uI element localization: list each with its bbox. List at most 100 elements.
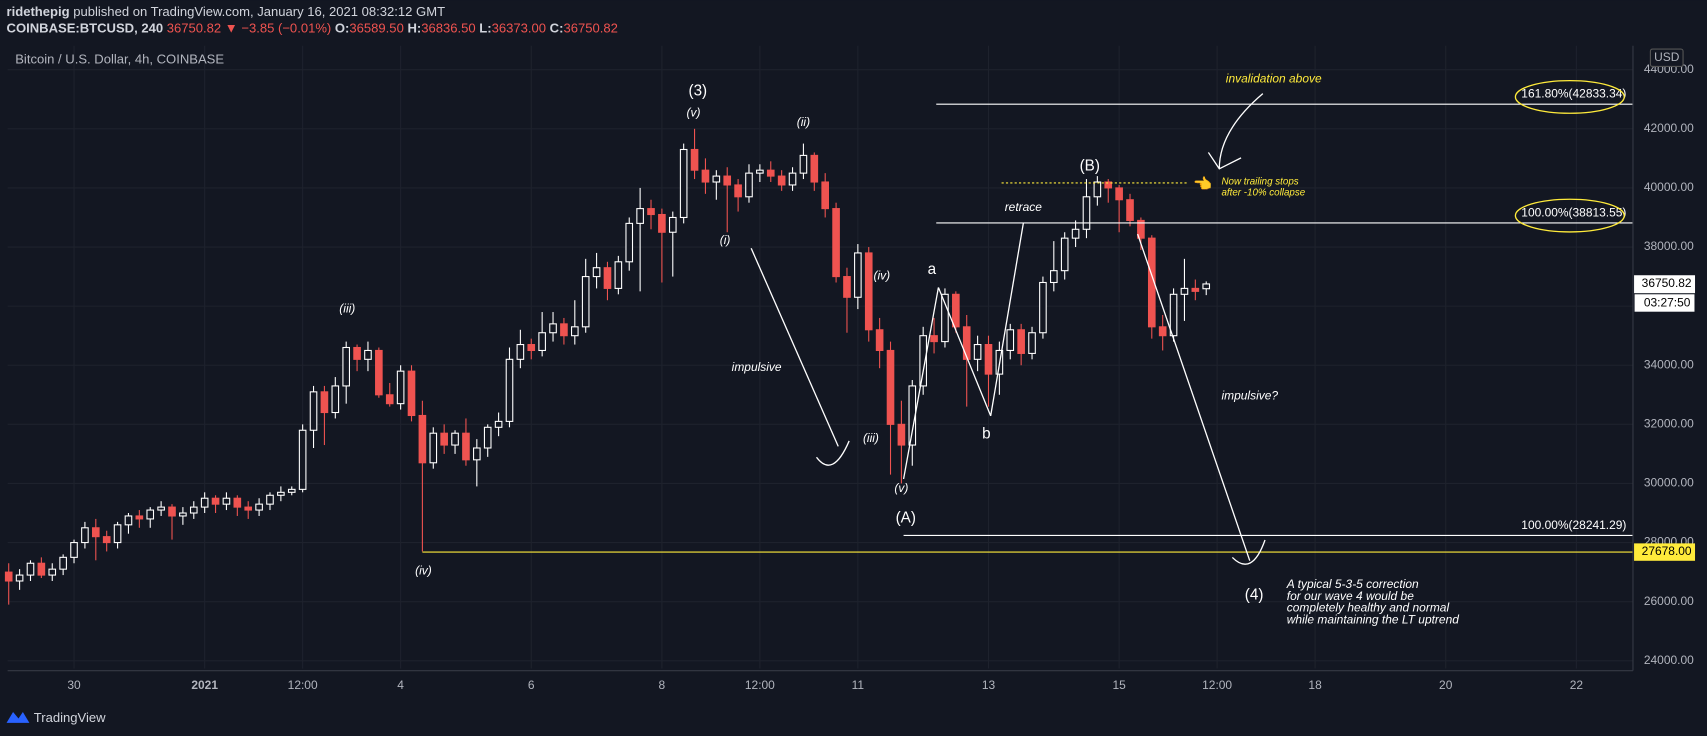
wave-label: (3) xyxy=(689,83,708,100)
note: impulsive? xyxy=(1221,388,1278,402)
candle-body xyxy=(647,208,655,216)
h: H: xyxy=(407,21,421,36)
candle-body xyxy=(745,172,753,198)
candle-body xyxy=(538,332,546,352)
candle-body xyxy=(821,181,830,210)
change: ▼ −3.85 (−0.01%) xyxy=(225,21,331,36)
candle-body xyxy=(864,252,873,331)
note: A typical 5-3-5 correction xyxy=(1286,577,1419,591)
y-tick-label: 34000.00 xyxy=(1644,357,1694,371)
annotations: (3) (v) (ii) (i) (iii) (iv) (iv) (iii) (… xyxy=(339,72,1459,627)
candle-body xyxy=(1039,281,1047,334)
candle-body xyxy=(668,216,677,233)
candle-body xyxy=(1006,329,1015,352)
last-price-label: 36750.82 xyxy=(1642,276,1692,290)
candle-body xyxy=(505,358,514,422)
note: Now trailing stops xyxy=(1221,176,1298,187)
candle-body xyxy=(277,491,285,496)
arrow-curve xyxy=(815,440,850,466)
candle-body xyxy=(1050,270,1058,284)
candle-body xyxy=(233,497,242,508)
candle-body xyxy=(516,344,525,360)
candle-body xyxy=(222,497,231,505)
wave-label: (v) xyxy=(686,105,700,119)
wave-label: a xyxy=(928,261,937,278)
wave-label: (4) xyxy=(1245,587,1264,604)
user: ridethepig xyxy=(7,5,70,20)
candle-body xyxy=(777,175,786,186)
l: L: xyxy=(479,21,491,36)
candle-body xyxy=(168,506,176,517)
support-tag xyxy=(1634,543,1696,561)
candle-body xyxy=(581,276,590,328)
header-line1: ridethepig published on TradingView.com,… xyxy=(7,5,446,20)
candle-body xyxy=(679,148,688,219)
candle-body xyxy=(636,208,644,224)
candle-body xyxy=(1126,199,1134,221)
candle-body xyxy=(70,542,78,558)
candle-body xyxy=(875,329,884,352)
y-tick-label: 32000.00 xyxy=(1644,417,1694,431)
candle-body xyxy=(1060,237,1069,272)
published: published on TradingView.com, January 16… xyxy=(73,5,445,20)
candle-body xyxy=(1115,187,1123,201)
candle-body xyxy=(157,506,165,511)
o-val: 36589.50 xyxy=(349,21,403,36)
arrow-line xyxy=(1137,233,1251,561)
candle-body xyxy=(331,385,340,414)
note: impulsive xyxy=(732,360,782,374)
wave-label: (A) xyxy=(896,509,916,526)
x-tick-label: 13 xyxy=(982,678,996,692)
invalidation-arrow xyxy=(1207,93,1264,170)
candle-body xyxy=(1180,287,1189,295)
x-tick-label: 30 xyxy=(67,678,81,692)
candle-body xyxy=(690,148,699,171)
candle-body xyxy=(200,497,209,508)
candle-body xyxy=(1158,326,1167,337)
arrow-line xyxy=(750,247,839,447)
candle-body xyxy=(1147,237,1156,328)
grid xyxy=(7,45,1633,669)
candle-body xyxy=(788,172,797,186)
candle-body xyxy=(385,394,394,405)
candle-body xyxy=(810,154,819,183)
candle-body xyxy=(418,414,427,464)
fib-label: 100.00%(28241.29) xyxy=(1521,518,1626,532)
x-tick-label: 2021 xyxy=(191,678,218,692)
wave-label: (iv) xyxy=(415,564,432,578)
candle-body xyxy=(712,175,721,183)
x-tick-label: 12:00 xyxy=(288,678,318,692)
candle-body xyxy=(353,346,361,360)
candle-body xyxy=(244,506,253,511)
candle-body xyxy=(756,169,764,174)
wave-label: (B) xyxy=(1080,158,1100,175)
candle-body xyxy=(255,503,263,511)
candle-body xyxy=(462,432,470,461)
o: O: xyxy=(335,21,350,36)
candle-body xyxy=(483,426,492,449)
candle-body xyxy=(832,208,840,278)
support-tag-label: 27678.00 xyxy=(1642,544,1692,558)
wave-lines xyxy=(902,223,1024,480)
candle-body xyxy=(298,429,307,490)
wave-label: (iii) xyxy=(339,301,355,315)
candle-body xyxy=(973,344,982,360)
candle-body xyxy=(4,571,13,582)
h-val: 36836.50 xyxy=(421,21,475,36)
y-tick-label: 26000.00 xyxy=(1644,594,1694,608)
candle-body xyxy=(26,562,35,576)
candle-body xyxy=(429,432,438,464)
wave-label: (v) xyxy=(894,481,908,495)
y-tick-label: 40000.00 xyxy=(1644,180,1694,194)
note: completely healthy and normal xyxy=(1287,601,1450,615)
candle-body xyxy=(570,326,579,337)
candle-body xyxy=(440,432,448,446)
candle-body xyxy=(146,509,155,520)
fib-label: 161.80%(42833.34) xyxy=(1521,87,1626,101)
l-val: 36373.00 xyxy=(492,21,546,36)
highlight xyxy=(1514,79,1625,114)
candle-body xyxy=(407,370,416,417)
candle-body xyxy=(799,154,808,174)
x-tick-label: 8 xyxy=(659,678,666,692)
candle-body xyxy=(396,370,405,405)
